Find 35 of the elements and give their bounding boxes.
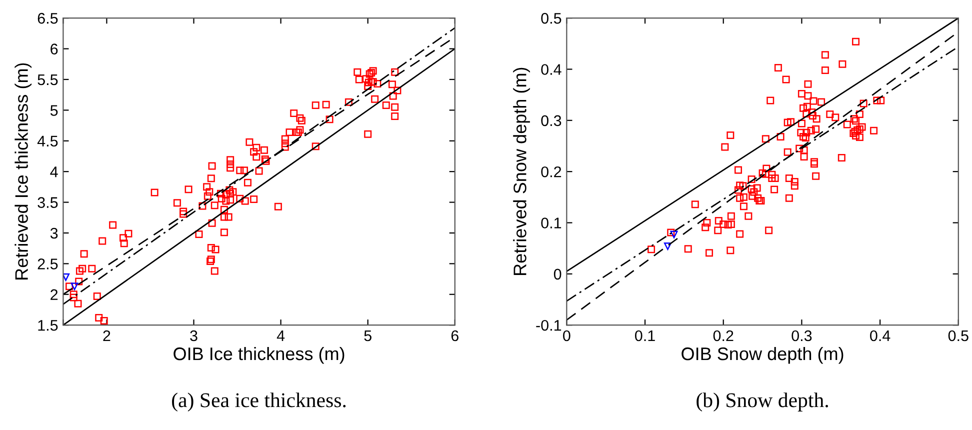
y-tick-label: 5 — [50, 105, 58, 116]
y-tick-label: 1.5 — [38, 320, 58, 331]
text: (b) Snow depth. — [696, 392, 828, 412]
x-tick-label: 0.5 — [948, 330, 968, 342]
x-tick-label: 3 — [190, 330, 198, 342]
y-tick-label: 6 — [50, 44, 58, 54]
x-tick-label: 0.3 — [792, 330, 812, 342]
y-tick-label: 4.5 — [37, 136, 58, 147]
x-tick-label: 0.1 — [635, 330, 655, 342]
y-axis-title: Retrieved Snow depth (m) — [513, 68, 530, 275]
x-tick-label: 0.4 — [870, 330, 890, 342]
y-tick-label: 2.5 — [38, 258, 58, 270]
y-tick-label: -0.1 — [536, 320, 562, 331]
x-axis-title: OIB Snow depth (m) — [682, 346, 844, 364]
x-tick-label: 5 — [364, 330, 372, 342]
y-tick-label: 3.5 — [38, 197, 58, 208]
y-tick-label: 0.4 — [541, 64, 562, 75]
x-axis-title: OIB Ice thickness (m) — [174, 346, 344, 364]
y-axis-title: Retrieved Ice thickness (m) — [14, 63, 32, 280]
y-tick-label: 2 — [50, 289, 58, 300]
y-tick-label: 0.2 — [541, 166, 562, 178]
y-tick-label: 0.3 — [541, 115, 562, 126]
x-tick-label: 6 — [451, 330, 458, 342]
y-tick-label: 4 — [50, 166, 58, 178]
y-tick-label: 3 — [50, 228, 58, 239]
x-tick-label: 0.2 — [713, 330, 734, 342]
y-tick-label: 0.1 — [541, 218, 562, 228]
text: (a) Sea ice thickness. — [172, 392, 346, 412]
y-tick-label: 5.5 — [38, 74, 58, 86]
x-tick-label: 2 — [103, 330, 110, 342]
y-tick-label: 6.5 — [38, 12, 58, 24]
y-tick-label: 0.5 — [541, 12, 562, 24]
x-tick-label: 0 — [563, 330, 570, 342]
y-tick-label: 0 — [554, 268, 562, 280]
x-tick-label: 4 — [276, 330, 285, 342]
